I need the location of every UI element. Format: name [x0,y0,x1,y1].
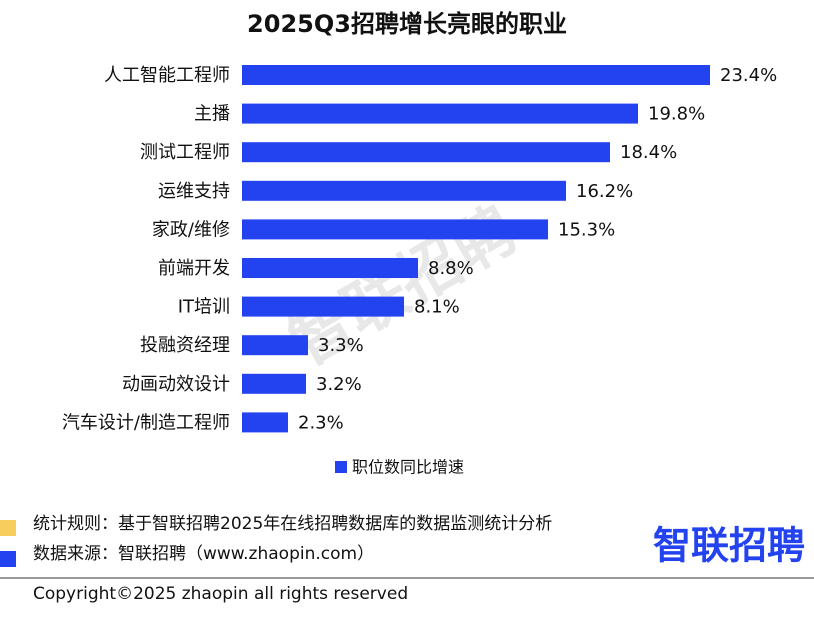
y-tick-label: IT培训 [178,297,230,318]
value-label: 3.3% [318,335,364,356]
y-tick-label: 动画动效设计 [122,374,230,395]
legend-label: 职位数同比增速 [352,458,464,477]
footnote-marker [0,551,16,567]
bar [242,65,710,85]
value-label: 2.3% [298,412,344,433]
bar [242,103,638,124]
bar [242,373,306,394]
y-tick-label: 投融资经理 [140,335,230,356]
bar [242,335,308,356]
y-tick-label: 运维支持 [158,181,230,202]
value-label: 19.8% [648,104,705,125]
chart-title: 2025Q3招聘增长亮眼的职业 [247,10,567,38]
legend-swatch [335,461,347,473]
bar [242,412,288,433]
bar [242,180,566,201]
value-label: 3.2% [316,374,362,395]
y-tick-label: 人工智能工程师 [104,65,230,86]
footnote: 统计规则：基于智联招聘2025年在线招聘数据库的数据监测统计分析 [33,514,552,534]
y-tick-label: 家政/维修 [152,219,230,240]
bar [242,258,418,278]
bar [242,219,548,240]
y-tick-label: 主播 [194,104,230,125]
value-label: 16.2% [576,181,633,202]
value-label: 18.4% [620,142,677,163]
copyright: Copyright©2025 zhaopin all rights reserv… [33,584,408,604]
bar [242,296,404,317]
footnote: 数据来源：智联招聘（www.zhaopin.com） [33,544,374,564]
y-tick-label: 汽车设计/制造工程师 [62,412,230,433]
value-label: 15.3% [558,219,615,240]
value-label: 8.1% [414,297,460,318]
y-tick-label: 前端开发 [158,258,230,279]
value-label: 8.8% [428,258,474,279]
bar [242,142,610,163]
logo: 智联招聘 [653,524,805,568]
footnote-marker [0,520,16,536]
value-label: 23.4% [720,65,777,86]
y-tick-label: 测试工程师 [140,142,230,163]
